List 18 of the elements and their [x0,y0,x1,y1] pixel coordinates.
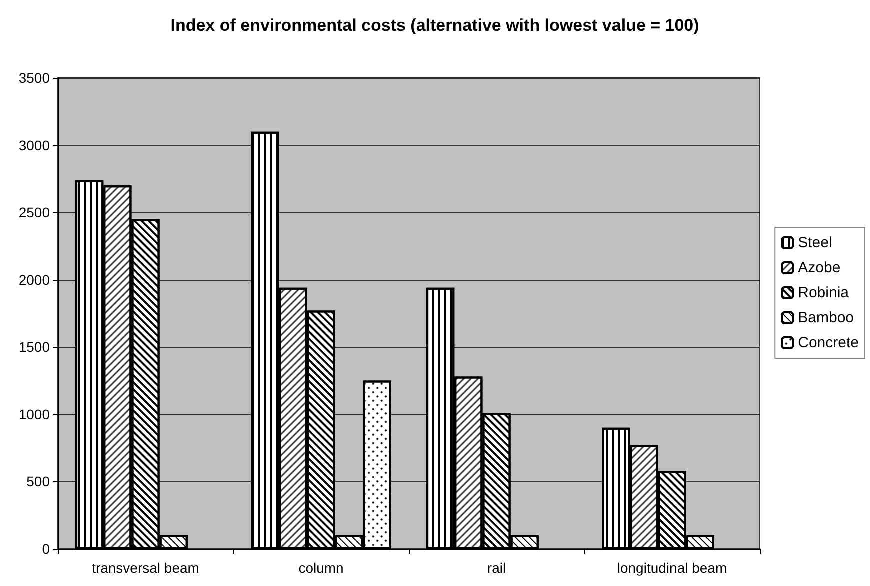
chart-title: Index of environmental costs (alternative with lowest value = 100) [170,16,700,35]
y-tick-label: 3500 [18,70,50,86]
legend-label: Azobe [798,260,841,276]
x-tick-label: column [298,560,344,576]
y-tick-label: 3000 [18,137,50,154]
y-tick-label: 2000 [18,272,50,288]
x-tick-label: rail [487,560,506,576]
y-tick-label: 1000 [18,406,50,422]
x-tick-label: transversal beam [92,560,200,576]
y-tick-label: 1500 [18,339,50,356]
legend-label: Steel [798,234,832,252]
legend-label: Robinia [798,284,850,302]
legend-label: Bamboo [798,310,854,326]
y-tick-label: 500 [26,474,50,490]
legend-label: Concrete [798,334,860,352]
y-tick-label: 2500 [18,204,50,221]
x-tick-label: longitudinal beam [617,560,728,576]
y-tick-label: 0 [42,541,50,557]
